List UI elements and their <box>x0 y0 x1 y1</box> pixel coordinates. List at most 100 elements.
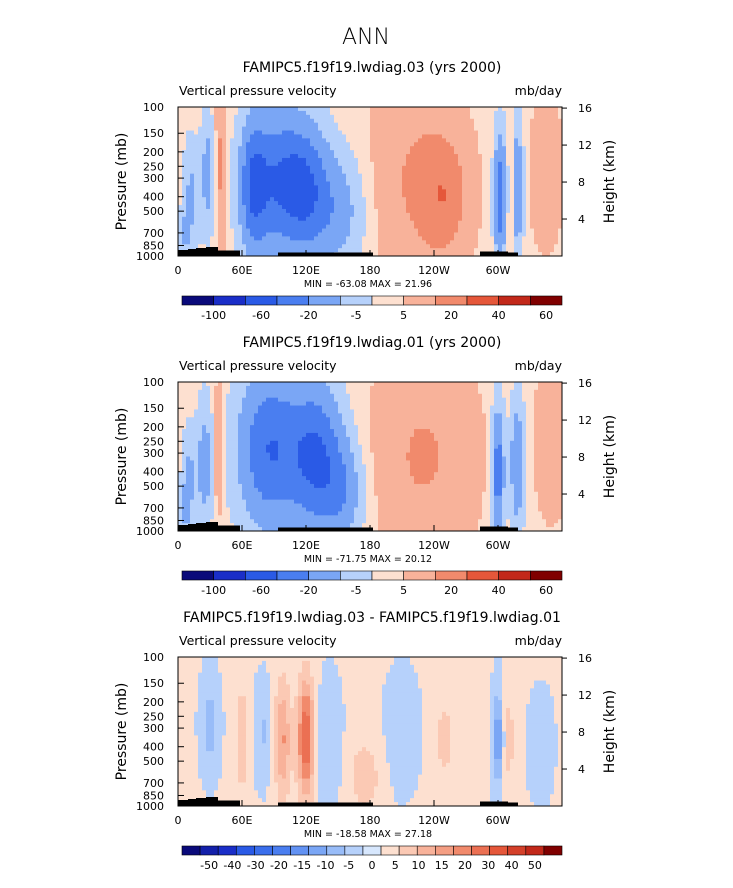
y-tick-label: 250 <box>143 710 164 723</box>
y-tick-label: 250 <box>143 435 164 448</box>
y-tick-label: 400 <box>143 466 164 479</box>
contour-field <box>178 657 562 806</box>
colorbar-swatch <box>435 570 468 581</box>
x-tick-label: 0 <box>175 264 182 277</box>
colorbar-swatch <box>290 845 309 856</box>
colorbar-swatch <box>371 295 404 306</box>
colorbar-label: 40 <box>505 859 519 872</box>
colorbar-swatch <box>498 570 531 581</box>
colorbar-swatch <box>254 845 273 856</box>
x-tick-label: 120E <box>292 264 320 277</box>
topography-mask <box>212 250 240 256</box>
panel-title: FAMIPC5.f19f19.lwdiag.01 (yrs 2000) <box>243 335 502 351</box>
topography-mask <box>345 802 373 806</box>
x-tick-label: 60E <box>232 814 253 827</box>
colorbar-swatch <box>530 570 563 581</box>
topography-mask <box>278 527 306 531</box>
colorbar-swatch <box>340 570 373 581</box>
x-tick-label: 120E <box>292 539 320 552</box>
y-tick-label: 500 <box>143 755 164 768</box>
y-tick-label: 700 <box>143 502 164 515</box>
x-tick-label: 180 <box>360 814 381 827</box>
colorbar-label: 5 <box>400 584 407 597</box>
colorbar-swatch <box>416 845 436 856</box>
colorbar-label: 15 <box>435 859 449 872</box>
topography-mask <box>300 527 328 531</box>
y-tick-label: 200 <box>143 696 164 709</box>
x-tick-label: 120W <box>418 539 450 552</box>
y2-tick-label: 12 <box>578 139 592 152</box>
colorbar-swatch <box>498 295 531 306</box>
colorbar-swatch <box>340 295 373 306</box>
y2-tick-label: 8 <box>578 176 585 189</box>
colorbar-label: 5 <box>392 859 399 872</box>
y2-tick-label: 8 <box>578 451 585 464</box>
x-tick-label: 0 <box>175 814 182 827</box>
y-tick-label: 700 <box>143 227 164 240</box>
y2-tick-label: 12 <box>578 414 592 427</box>
y2-axis-label: Height (km) <box>602 690 618 773</box>
colorbar-label: -60 <box>252 584 270 597</box>
y2-tick-label: 4 <box>578 763 585 776</box>
topography-mask <box>490 802 518 806</box>
colorbar-label: -20 <box>300 584 318 597</box>
colorbar-swatch <box>398 845 418 856</box>
y-tick-label: 150 <box>143 402 164 415</box>
y-tick-label: 150 <box>143 677 164 690</box>
y-tick-label: 850 <box>143 789 164 802</box>
y-tick-label: 1000 <box>136 800 164 813</box>
y-axis-label: Pressure (mb) <box>114 133 130 231</box>
y-tick-label: 500 <box>143 205 164 218</box>
colorbar-label: -40 <box>223 859 241 872</box>
right-string: mb/day <box>515 358 563 373</box>
colorbar-swatch <box>466 295 499 306</box>
colorbar-label: -50 <box>200 859 218 872</box>
colorbar-label: -10 <box>316 859 334 872</box>
y-tick-label: 200 <box>143 421 164 434</box>
y2-tick-label: 4 <box>578 213 585 226</box>
topography-mask <box>196 523 208 531</box>
panel-title: FAMIPC5.f19f19.lwdiag.03 - FAMIPC5.f19f1… <box>183 610 561 626</box>
panel-2: FAMIPC5.f19f19.lwdiag.01 (yrs 2000) Verti… <box>114 335 618 597</box>
topography-mask <box>345 527 373 531</box>
colorbar-label: -30 <box>247 859 265 872</box>
y2-tick-label: 12 <box>578 689 592 702</box>
y-tick-label: 150 <box>143 127 164 140</box>
colorbar-swatch <box>199 845 219 856</box>
min-max-text: MIN = -18.58 MAX = 27.18 <box>304 829 432 840</box>
y-tick-label: 200 <box>143 146 164 159</box>
topography-mask <box>188 249 200 256</box>
y-tick-label: 400 <box>143 741 164 754</box>
colorbar-label: 5 <box>400 309 407 322</box>
colorbar-swatch <box>326 845 346 856</box>
figure-title: ANN <box>342 25 390 50</box>
colorbar-swatch <box>308 295 341 306</box>
colorbar-label: 10 <box>412 859 426 872</box>
topography-mask <box>278 252 306 256</box>
colorbar-swatch <box>371 570 404 581</box>
colorbar-label: -20 <box>300 309 318 322</box>
x-tick-label: 120E <box>292 814 320 827</box>
colorbar-swatch <box>525 845 545 856</box>
topography-mask <box>345 252 373 256</box>
colorbar-swatch <box>453 845 472 856</box>
right-string: mb/day <box>515 83 563 98</box>
x-tick-label: 120W <box>418 814 450 827</box>
y-tick-label: 1000 <box>136 250 164 263</box>
contour-field <box>178 382 562 531</box>
colorbar-swatch <box>181 845 201 856</box>
topography-mask <box>322 527 350 531</box>
colorbar-swatch <box>181 295 214 306</box>
y2-tick-label: 16 <box>578 377 592 390</box>
min-max-text: MIN = -63.08 MAX = 21.96 <box>304 279 432 290</box>
colorbar-label: 0 <box>369 859 376 872</box>
colorbar-label: 20 <box>444 309 458 322</box>
x-tick-label: 60W <box>486 264 511 277</box>
panel-1: FAMIPC5.f19f19.lwdiag.03 (yrs 2000) Verti… <box>114 60 618 322</box>
y-tick-label: 300 <box>143 722 164 735</box>
colorbar-swatch <box>403 295 436 306</box>
x-tick-label: 180 <box>360 539 381 552</box>
y-tick-label: 300 <box>143 172 164 185</box>
colorbar-swatch <box>217 845 237 856</box>
colorbar-swatch <box>543 845 563 856</box>
